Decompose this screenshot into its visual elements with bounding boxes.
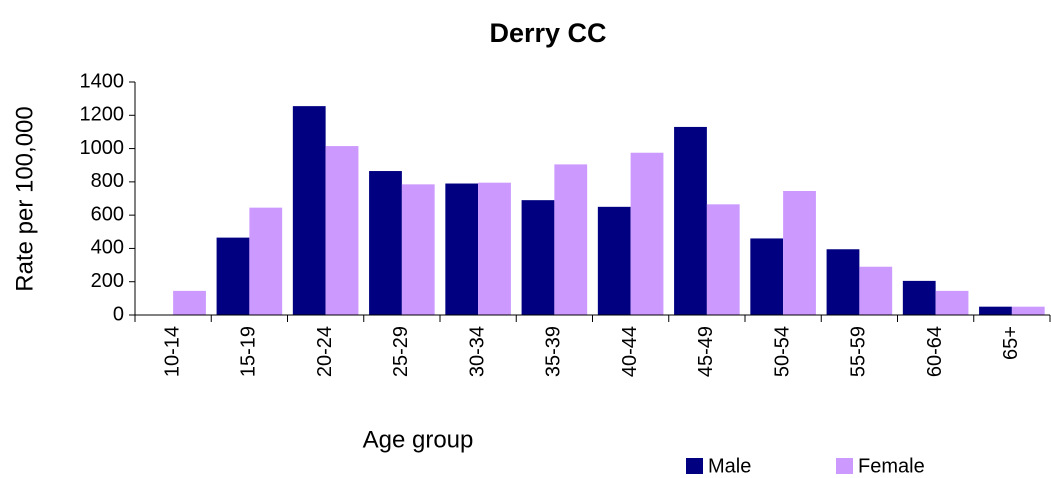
bar bbox=[478, 182, 511, 315]
y-tick-label: 1200 bbox=[80, 104, 125, 126]
x-tick-label: 20-24 bbox=[314, 326, 336, 377]
x-axis-label: Age group bbox=[363, 426, 474, 453]
bar bbox=[173, 290, 206, 315]
bar bbox=[630, 152, 664, 315]
x-tick-label: 10-14 bbox=[161, 326, 183, 377]
bar bbox=[597, 206, 631, 315]
bar bbox=[674, 126, 707, 315]
x-tick-label: 30-34 bbox=[466, 326, 488, 377]
bar bbox=[216, 237, 250, 315]
bar bbox=[859, 266, 893, 315]
bar bbox=[979, 306, 1012, 315]
x-tick-label: 50-54 bbox=[771, 326, 793, 377]
x-tick-label: 45-49 bbox=[695, 326, 717, 377]
legend-swatch bbox=[836, 458, 853, 474]
legend-label: Male bbox=[708, 455, 751, 477]
y-tick-label: 1000 bbox=[80, 137, 125, 159]
bar bbox=[826, 249, 860, 315]
y-tick-label: 800 bbox=[91, 170, 124, 192]
bar bbox=[325, 146, 359, 315]
bar bbox=[445, 183, 479, 315]
x-tick-label: 65+ bbox=[1000, 326, 1022, 360]
bar bbox=[750, 238, 784, 315]
bar bbox=[401, 184, 435, 315]
legend-swatch bbox=[686, 458, 703, 474]
x-tick-label: 35-39 bbox=[543, 326, 565, 377]
bar bbox=[902, 280, 936, 315]
legend-label: Female bbox=[858, 455, 925, 477]
bar bbox=[935, 290, 969, 315]
bar bbox=[292, 106, 326, 315]
bar bbox=[521, 200, 555, 315]
chart-title: Derry CC bbox=[489, 18, 606, 48]
x-tick-label: 60-64 bbox=[924, 326, 946, 377]
y-tick-label: 0 bbox=[113, 303, 124, 325]
bar bbox=[706, 204, 740, 315]
bar bbox=[369, 171, 402, 315]
x-tick-label: 55-59 bbox=[848, 326, 870, 377]
x-tick-label: 25-29 bbox=[390, 326, 412, 377]
bar bbox=[554, 164, 588, 315]
y-tick-label: 600 bbox=[91, 203, 124, 225]
bar bbox=[1011, 306, 1045, 315]
x-tick-label: 15-19 bbox=[238, 326, 260, 377]
y-axis-label: Rate per 100,000 bbox=[11, 106, 38, 291]
y-tick-label: 1400 bbox=[80, 70, 125, 92]
y-tick-label: 200 bbox=[91, 270, 124, 292]
bar bbox=[783, 191, 816, 315]
y-tick-label: 400 bbox=[91, 237, 124, 259]
bar bbox=[249, 207, 283, 315]
x-tick-label: 40-44 bbox=[619, 326, 641, 377]
